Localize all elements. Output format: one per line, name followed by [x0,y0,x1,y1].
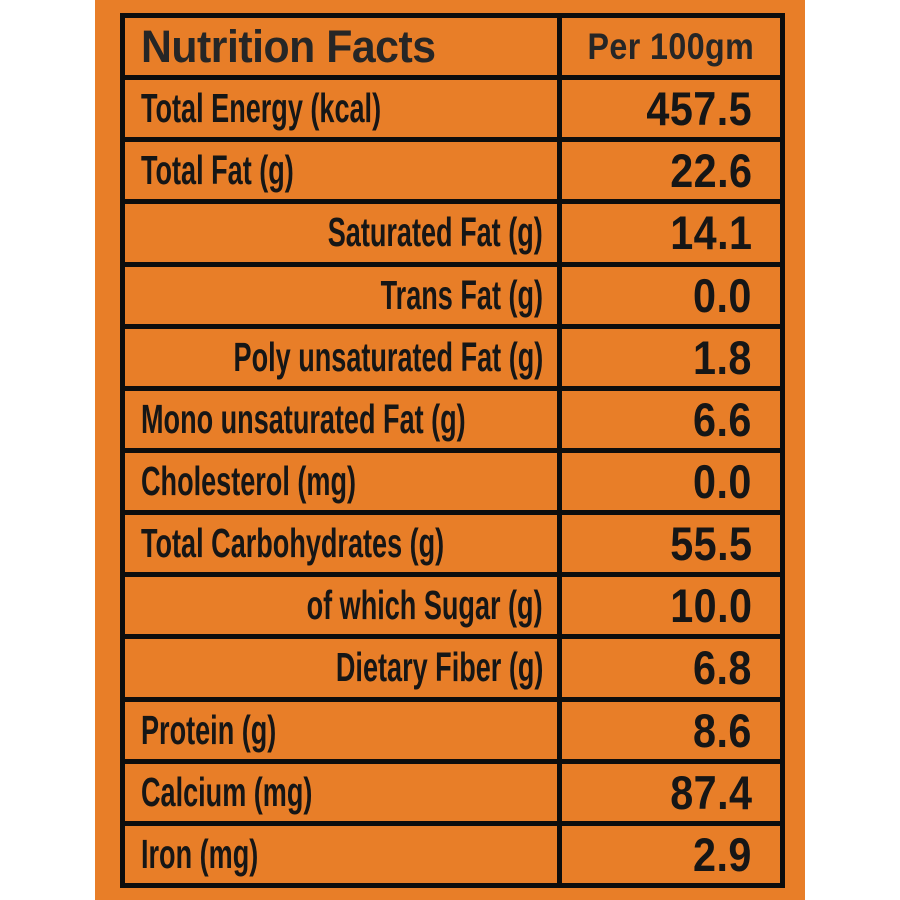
row-value-calcium: 87.4 [562,763,780,821]
row-label-total-carbohydrates: Total Carbohydrates (g) [125,515,557,573]
table-title-cell: Nutrition Facts [125,18,557,76]
row-label-trans-fat: Trans Fat (g) [125,266,557,324]
row-label-cholesterol: Cholesterol (mg) [125,452,557,511]
row-value-of-which-sugar: 10.0 [562,577,780,635]
column-header-per-100gm: Per 100gm [562,18,780,76]
row-label-total-energy: Total Energy (kcal) [125,80,557,138]
nutrition-facts-table: Nutrition Facts Per 100gm Total Energy (… [120,13,785,888]
row-value-total-carbohydrates: 55.5 [562,515,780,573]
row-value-trans-fat: 0.0 [562,266,780,324]
orange-panel: Nutrition Facts Per 100gm Total Energy (… [95,0,805,900]
row-label-calcium: Calcium (mg) [125,763,557,821]
row-value-total-energy: 457.5 [562,80,780,138]
row-label-protein: Protein (g) [125,701,557,759]
row-value-iron: 2.9 [562,825,780,883]
table-title: Nutrition Facts [141,20,436,72]
row-label-total-fat: Total Fat (g) [125,142,557,200]
row-value-mono-unsaturated-fat: 6.6 [562,390,780,448]
row-value-dietary-fiber: 6.8 [562,639,780,697]
row-label-mono-unsaturated-fat: Mono unsaturated Fat (g) [125,390,557,448]
row-label-of-which-sugar: of which Sugar (g) [125,577,557,635]
row-label-saturated-fat: Saturated Fat (g) [125,204,557,262]
row-label-poly-unsaturated-fat: Poly unsaturated Fat (g) [125,328,557,386]
row-value-protein: 8.6 [562,701,780,759]
row-value-saturated-fat: 14.1 [562,204,780,262]
column-header-label: Per 100gm [587,25,755,67]
row-value-poly-unsaturated-fat: 1.8 [562,328,780,386]
row-value-cholesterol: 0.0 [562,452,780,511]
row-label-dietary-fiber: Dietary Fiber (g) [125,639,557,697]
row-label-iron: Iron (mg) [125,825,557,883]
row-value-total-fat: 22.6 [562,142,780,200]
